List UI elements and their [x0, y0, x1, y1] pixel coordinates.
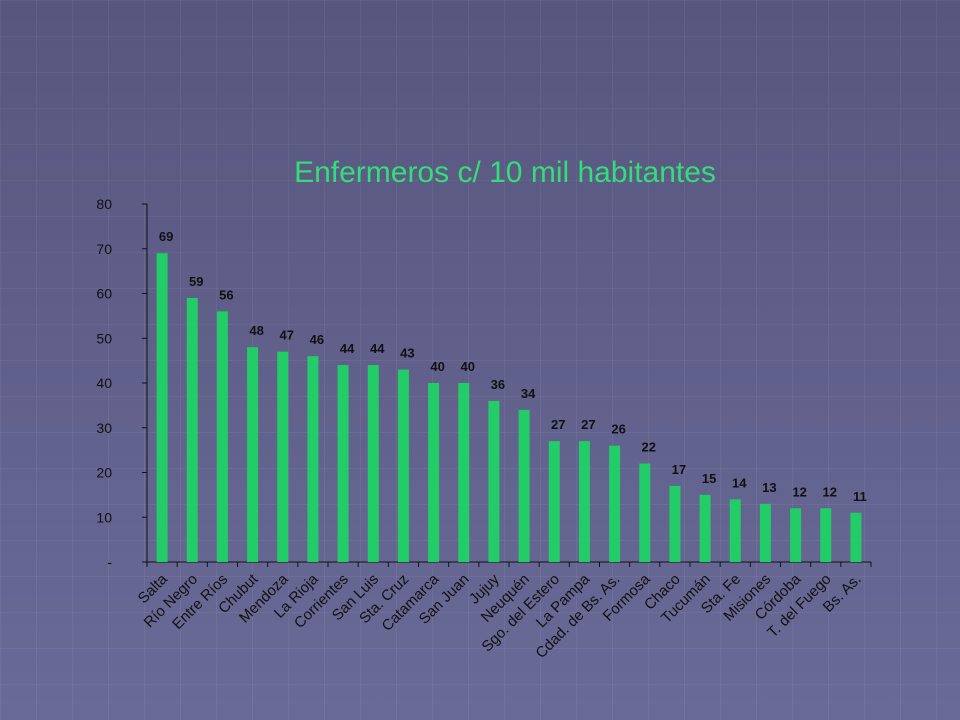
data-label: 26 — [611, 422, 625, 437]
bar — [850, 512, 862, 562]
y-tick-label: 80 — [96, 196, 112, 212]
data-label: 13 — [762, 480, 776, 495]
y-tick-label: - — [107, 554, 112, 570]
y-tick-label: 40 — [96, 375, 112, 391]
bar — [307, 356, 319, 562]
bar — [669, 485, 681, 562]
bar — [699, 494, 711, 562]
bar — [337, 365, 349, 562]
y-tick-label: 70 — [96, 241, 112, 257]
bar — [609, 445, 621, 562]
bar — [367, 365, 379, 562]
bar — [247, 347, 259, 562]
data-label: 11 — [853, 489, 867, 504]
bar — [548, 441, 560, 562]
bar — [578, 441, 590, 562]
data-label: 15 — [702, 471, 716, 486]
data-label: 40 — [430, 359, 444, 374]
y-tick-label: 20 — [96, 465, 112, 481]
y-tick-label: 50 — [96, 330, 112, 346]
data-label: 27 — [551, 417, 565, 432]
data-label: 47 — [280, 328, 294, 343]
data-label: 12 — [792, 484, 806, 499]
data-label: 43 — [400, 346, 414, 361]
bar — [488, 400, 500, 562]
data-label: 27 — [581, 417, 595, 432]
data-label: 36 — [491, 377, 505, 392]
bar — [639, 463, 651, 562]
axes — [142, 203, 872, 567]
y-tick-label: 60 — [96, 286, 112, 302]
data-label: 44 — [340, 341, 355, 356]
data-label: 44 — [370, 341, 385, 356]
bar — [277, 351, 289, 562]
bar — [458, 383, 470, 562]
data-label: 69 — [159, 229, 173, 244]
data-label: 14 — [732, 475, 747, 490]
y-tick-labels: - 10 20 30 40 50 60 70 80 — [96, 196, 112, 570]
bar — [397, 369, 409, 562]
bar — [729, 499, 741, 562]
bar — [518, 409, 530, 562]
bar — [216, 311, 228, 562]
bar — [790, 508, 802, 562]
data-label: 46 — [310, 332, 324, 347]
data-label: 22 — [642, 440, 656, 455]
bar — [186, 297, 198, 562]
data-label: 56 — [219, 287, 233, 302]
data-label: 17 — [672, 462, 686, 477]
data-label: 48 — [249, 323, 263, 338]
data-label: 34 — [521, 386, 536, 401]
data-label: 59 — [189, 274, 203, 289]
chart-title: Enfermeros c/ 10 mil habitantes — [294, 156, 716, 189]
data-labels: 69 59 56 48 47 46 44 44 43 40 40 36 34 27 27 26 22 17 15 14… — [159, 229, 867, 504]
y-tick-label: 30 — [96, 420, 112, 436]
bars — [156, 253, 862, 562]
y-tick-label: 10 — [96, 509, 112, 525]
data-label: 40 — [461, 359, 475, 374]
bar — [156, 253, 168, 562]
data-label: 12 — [823, 484, 837, 499]
bar — [820, 508, 832, 562]
bar — [428, 383, 440, 562]
bar — [759, 503, 771, 562]
